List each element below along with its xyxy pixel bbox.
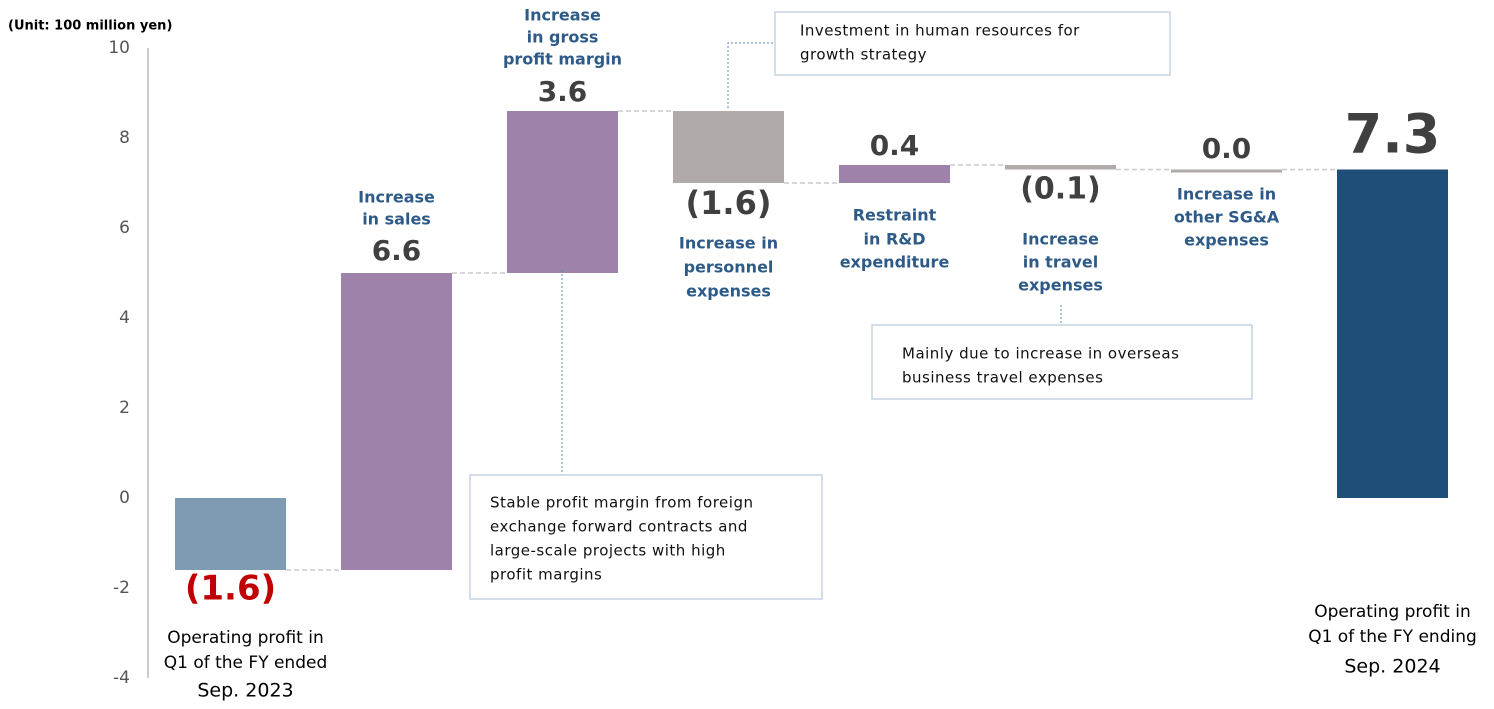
y-tick-label: 4 [119,308,130,328]
category-label: Increase [524,6,601,25]
category-label: in gross [527,28,599,47]
category-label: Operating profit in [1314,602,1470,622]
category-label: Restraint [853,206,937,225]
bar [839,165,950,183]
category-label: expenses [1018,276,1103,295]
annotation-text: exchange forward contracts and [490,518,748,536]
bar [673,111,784,183]
value-label: (0.1) [1020,172,1101,207]
annotation-text: growth strategy [800,46,927,64]
category-label: Q1 of the FY ended [164,653,328,673]
bar [341,273,452,570]
bar [175,498,286,570]
category-label: Increase [358,188,435,207]
annotation-text: business travel expenses [902,369,1103,387]
category-label: Increase in [1177,185,1276,204]
annotation-text: large-scale projects with high [490,542,726,560]
annotation-text: profit margins [490,566,602,584]
y-tick-label: 2 [119,398,130,418]
annotation-box [871,324,1253,400]
category-label: Sep. 2023 [197,680,293,702]
value-label: 3.6 [538,75,588,108]
category-label: Sep. 2024 [1344,656,1440,678]
category-label: expenditure [840,253,950,272]
value-label: 7.3 [1345,103,1441,166]
y-tick-label: 8 [119,128,130,148]
category-label: other SG&A [1174,208,1280,227]
y-tick-label: 0 [119,488,130,508]
bar [507,111,618,273]
category-label: Operating profit in [167,628,323,648]
category-label: personnel [684,258,774,277]
annotation-text: Stable profit margin from foreign [490,494,753,512]
unit-label: (Unit: 100 million yen) [8,19,172,34]
y-tick-label: 10 [108,38,130,58]
value-label: 0.0 [1202,132,1252,165]
category-label: profit margin [503,50,622,69]
value-label: (1.6) [185,569,276,609]
category-label: expenses [686,282,771,301]
y-tick-label: -4 [113,668,130,688]
annotation-text: Investment in human resources for [800,22,1080,40]
value-label: (1.6) [686,184,772,222]
category-label: Increase in [679,234,778,253]
value-label: 6.6 [372,234,422,267]
bar [1005,165,1116,170]
y-tick-label: -2 [113,578,130,598]
annotation-connector [727,42,775,108]
value-label: 0.4 [870,129,920,162]
annotation-box [774,11,1171,76]
category-label: Increase [1022,230,1099,249]
category-label: expenses [1184,231,1269,250]
bar [1337,169,1448,498]
category-label: in sales [362,210,431,229]
category-label: in R&D [864,230,926,249]
bar [1171,169,1282,173]
category-label: Q1 of the FY ending [1308,627,1477,647]
annotation-box [469,474,823,600]
y-tick-label: 6 [119,218,130,238]
annotation-text: Mainly due to increase in overseas [902,345,1179,363]
category-label: in travel [1023,253,1099,272]
